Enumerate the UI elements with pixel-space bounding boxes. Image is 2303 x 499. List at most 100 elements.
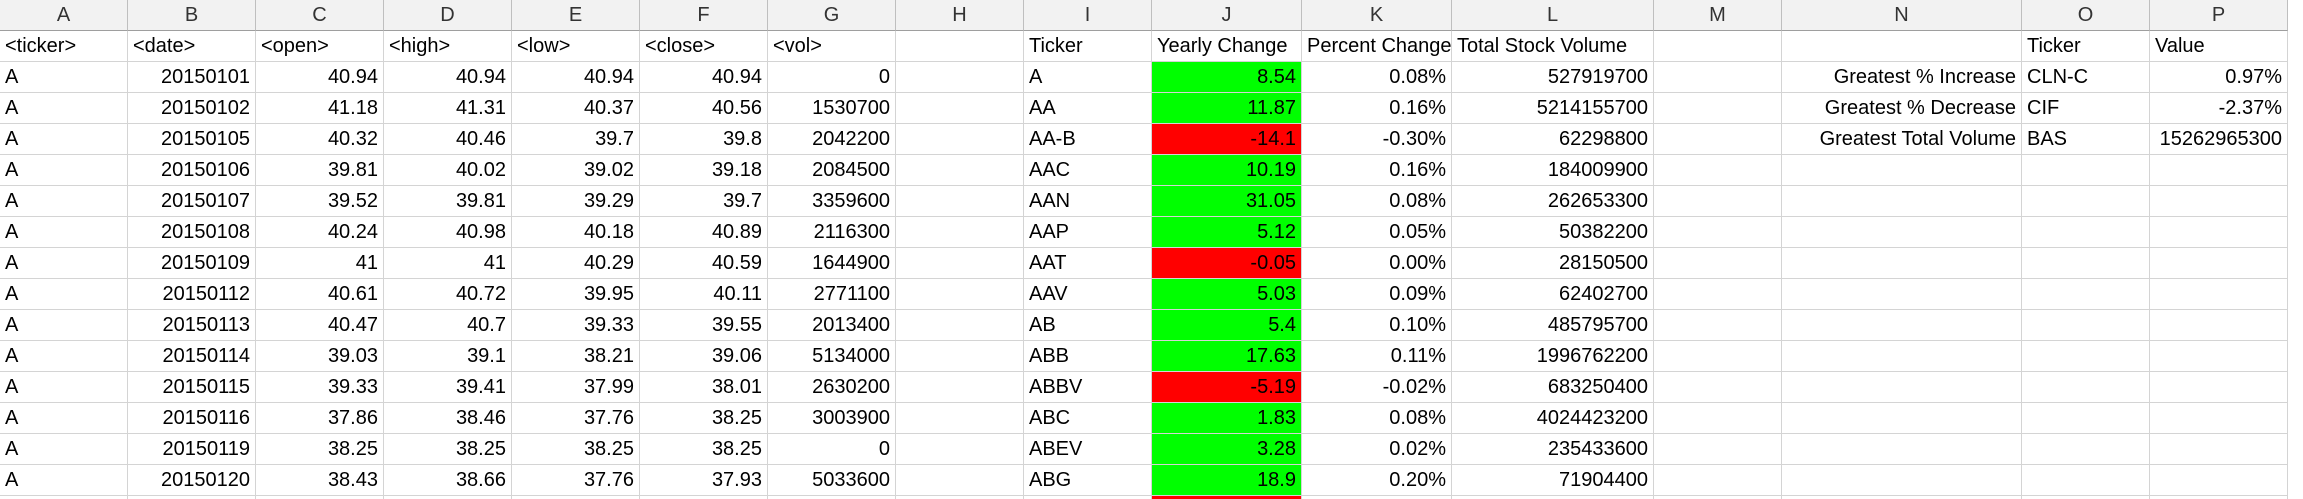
cell-e9[interactable]: 39.95 (512, 279, 640, 310)
cell-n2[interactable]: Greatest % Increase (1782, 62, 2022, 93)
cell-f15[interactable]: 37.93 (640, 465, 768, 496)
cell-k12[interactable]: -0.02% (1302, 372, 1452, 403)
cell-i8[interactable]: AAT (1024, 248, 1152, 279)
cell-c10[interactable]: 40.47 (256, 310, 384, 341)
cell-j4[interactable]: -14.1 (1152, 124, 1302, 155)
cell-j1[interactable]: Yearly Change (1152, 31, 1302, 62)
cell-c6[interactable]: 39.52 (256, 186, 384, 217)
cell-o3[interactable]: CIF (2022, 93, 2150, 124)
cell-h12[interactable] (896, 372, 1024, 403)
cell-d12[interactable]: 39.41 (384, 372, 512, 403)
cell-j14[interactable]: 3.28 (1152, 434, 1302, 465)
cell-m5[interactable] (1654, 155, 1782, 186)
cell-g1[interactable]: <vol> (768, 31, 896, 62)
cell-d6[interactable]: 39.81 (384, 186, 512, 217)
cell-n12[interactable] (1782, 372, 2022, 403)
cell-c12[interactable]: 39.33 (256, 372, 384, 403)
cell-c15[interactable]: 38.43 (256, 465, 384, 496)
cell-m8[interactable] (1654, 248, 1782, 279)
cell-b13[interactable]: 20150116 (128, 403, 256, 434)
cell-c11[interactable]: 39.03 (256, 341, 384, 372)
cell-l12[interactable]: 683250400 (1452, 372, 1654, 403)
cell-o9[interactable] (2022, 279, 2150, 310)
cell-b3[interactable]: 20150102 (128, 93, 256, 124)
cell-k10[interactable]: 0.10% (1302, 310, 1452, 341)
cell-d9[interactable]: 40.72 (384, 279, 512, 310)
cell-p2[interactable]: 0.97% (2150, 62, 2288, 93)
cell-f10[interactable]: 39.55 (640, 310, 768, 341)
cell-l14[interactable]: 235433600 (1452, 434, 1654, 465)
cell-f13[interactable]: 38.25 (640, 403, 768, 434)
cell-b8[interactable]: 20150109 (128, 248, 256, 279)
cell-n1[interactable] (1782, 31, 2022, 62)
column-header-p[interactable]: P (2150, 0, 2288, 31)
cell-g6[interactable]: 3359600 (768, 186, 896, 217)
cell-p14[interactable] (2150, 434, 2288, 465)
cell-g4[interactable]: 2042200 (768, 124, 896, 155)
cell-i11[interactable]: ABB (1024, 341, 1152, 372)
cell-o7[interactable] (2022, 217, 2150, 248)
cell-a1[interactable]: <ticker> (0, 31, 128, 62)
cell-o12[interactable] (2022, 372, 2150, 403)
cell-c4[interactable]: 40.32 (256, 124, 384, 155)
cell-c13[interactable]: 37.86 (256, 403, 384, 434)
cell-m2[interactable] (1654, 62, 1782, 93)
cell-b7[interactable]: 20150108 (128, 217, 256, 248)
cell-a4[interactable]: A (0, 124, 128, 155)
cell-h3[interactable] (896, 93, 1024, 124)
cell-o2[interactable]: CLN-C (2022, 62, 2150, 93)
cell-p5[interactable] (2150, 155, 2288, 186)
cell-b10[interactable]: 20150113 (128, 310, 256, 341)
cell-e5[interactable]: 39.02 (512, 155, 640, 186)
cell-e6[interactable]: 39.29 (512, 186, 640, 217)
cell-f5[interactable]: 39.18 (640, 155, 768, 186)
column-header-c[interactable]: C (256, 0, 384, 31)
cell-d2[interactable]: 40.94 (384, 62, 512, 93)
cell-f9[interactable]: 40.11 (640, 279, 768, 310)
cell-e12[interactable]: 37.99 (512, 372, 640, 403)
cell-c8[interactable]: 41 (256, 248, 384, 279)
cell-c9[interactable]: 40.61 (256, 279, 384, 310)
cell-e2[interactable]: 40.94 (512, 62, 640, 93)
cell-l4[interactable]: 62298800 (1452, 124, 1654, 155)
cell-k6[interactable]: 0.08% (1302, 186, 1452, 217)
cell-o6[interactable] (2022, 186, 2150, 217)
cell-m15[interactable] (1654, 465, 1782, 496)
cell-f8[interactable]: 40.59 (640, 248, 768, 279)
cell-m4[interactable] (1654, 124, 1782, 155)
cell-m14[interactable] (1654, 434, 1782, 465)
cell-m7[interactable] (1654, 217, 1782, 248)
cell-a6[interactable]: A (0, 186, 128, 217)
cell-f11[interactable]: 39.06 (640, 341, 768, 372)
cell-l5[interactable]: 184009900 (1452, 155, 1654, 186)
cell-j9[interactable]: 5.03 (1152, 279, 1302, 310)
cell-h4[interactable] (896, 124, 1024, 155)
cell-f12[interactable]: 38.01 (640, 372, 768, 403)
cell-k13[interactable]: 0.08% (1302, 403, 1452, 434)
column-header-f[interactable]: F (640, 0, 768, 31)
cell-e13[interactable]: 37.76 (512, 403, 640, 434)
cell-o4[interactable]: BAS (2022, 124, 2150, 155)
cell-f4[interactable]: 39.8 (640, 124, 768, 155)
cell-c1[interactable]: <open> (256, 31, 384, 62)
cell-p3[interactable]: -2.37% (2150, 93, 2288, 124)
cell-h7[interactable] (896, 217, 1024, 248)
cell-c5[interactable]: 39.81 (256, 155, 384, 186)
cell-m9[interactable] (1654, 279, 1782, 310)
cell-l6[interactable]: 262653300 (1452, 186, 1654, 217)
cell-o13[interactable] (2022, 403, 2150, 434)
cell-k15[interactable]: 0.20% (1302, 465, 1452, 496)
cell-p7[interactable] (2150, 217, 2288, 248)
cell-l3[interactable]: 5214155700 (1452, 93, 1654, 124)
cell-g15[interactable]: 5033600 (768, 465, 896, 496)
cell-g11[interactable]: 5134000 (768, 341, 896, 372)
cell-p4[interactable]: 15262965300 (2150, 124, 2288, 155)
cell-b12[interactable]: 20150115 (128, 372, 256, 403)
cell-f2[interactable]: 40.94 (640, 62, 768, 93)
cell-j10[interactable]: 5.4 (1152, 310, 1302, 341)
cell-e3[interactable]: 40.37 (512, 93, 640, 124)
cell-h11[interactable] (896, 341, 1024, 372)
cell-c2[interactable]: 40.94 (256, 62, 384, 93)
cell-d15[interactable]: 38.66 (384, 465, 512, 496)
cell-j11[interactable]: 17.63 (1152, 341, 1302, 372)
